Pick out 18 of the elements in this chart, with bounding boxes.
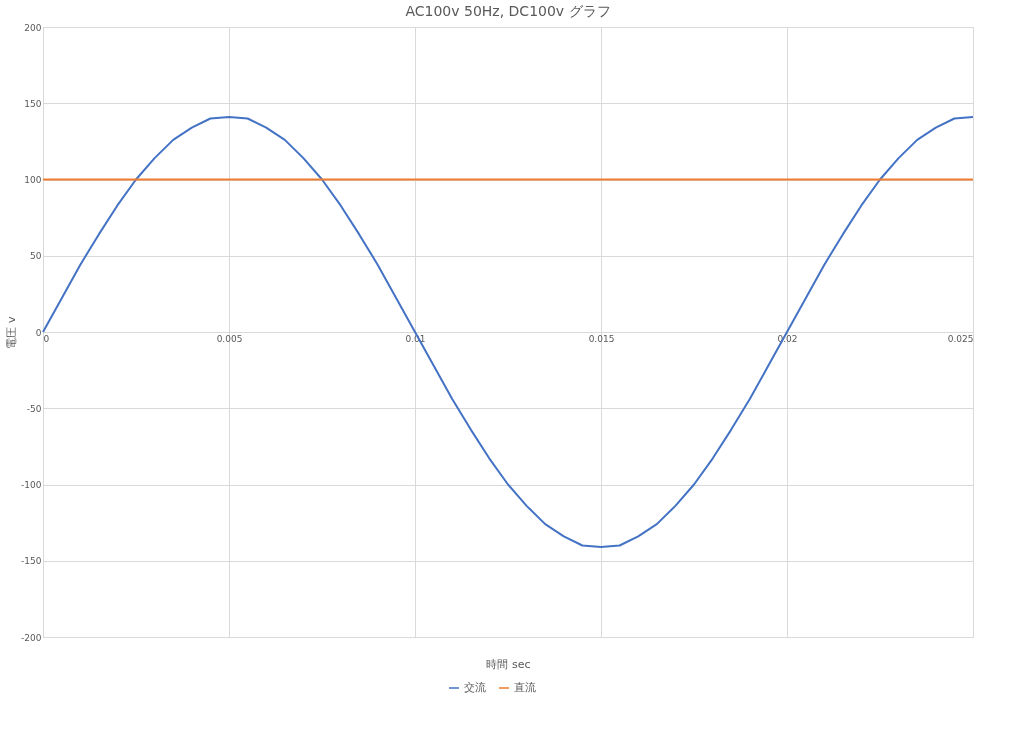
legend-label: 直流 xyxy=(514,681,536,694)
y-tick-label: 200 xyxy=(24,22,42,33)
y-tick-label: -200 xyxy=(21,632,42,643)
y-tick-label: 100 xyxy=(24,175,42,185)
y-tick-label: 150 xyxy=(24,98,42,109)
line-series xyxy=(42,115,974,549)
y-tick-label: 50 xyxy=(30,251,42,262)
x-tick-label: 0 xyxy=(43,333,50,344)
x-tick-label: 0.015 xyxy=(588,333,615,344)
x-axis-title: 時間 sec xyxy=(486,657,531,671)
x-tick-label: 0.025 xyxy=(947,333,974,344)
y-axis-title: 電圧 v xyxy=(5,316,19,349)
y-tick-label: -150 xyxy=(21,556,42,567)
y-tick-label: -50 xyxy=(26,403,42,414)
chart-title: AC100v 50Hz, DC100v グラフ xyxy=(405,3,611,19)
x-tick-label: 0.005 xyxy=(216,333,243,344)
y-tick-label: -100 xyxy=(21,480,42,490)
legend-label: 交流 xyxy=(464,681,486,694)
